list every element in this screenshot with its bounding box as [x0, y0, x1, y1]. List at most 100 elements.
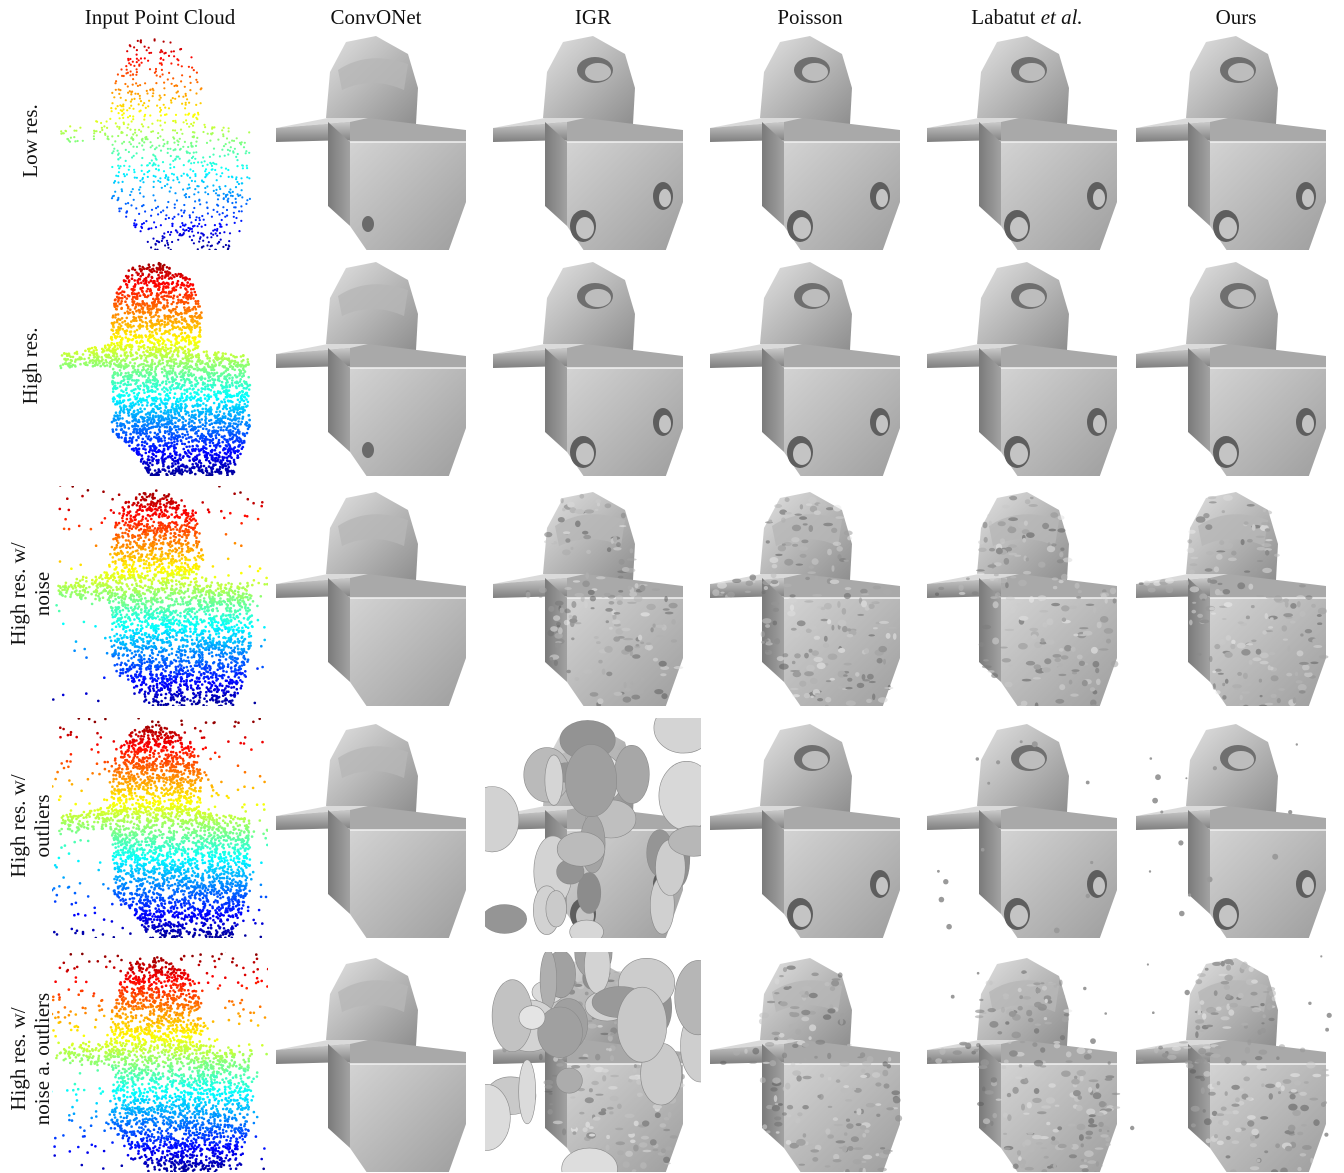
mesh-reconstruction-image	[702, 718, 918, 938]
mesh-render	[276, 492, 466, 706]
mesh-render	[1136, 724, 1326, 938]
render-canvas	[52, 952, 268, 1172]
mesh-render	[710, 958, 903, 1172]
mesh-reconstruction-image	[919, 486, 1135, 706]
mesh-reconstruction-image	[268, 256, 484, 476]
render-canvas	[52, 486, 268, 706]
render-canvas	[60, 38, 251, 250]
mesh-render	[927, 36, 1117, 250]
render-canvas	[493, 262, 683, 476]
mesh-reconstruction-image	[485, 718, 701, 938]
render-canvas	[276, 492, 466, 706]
mesh-reconstruction-image	[268, 486, 484, 706]
column-header-igr: IGR	[574, 5, 612, 29]
mesh-render	[710, 724, 900, 938]
mesh-render	[493, 262, 683, 476]
point-cloud-image	[52, 486, 268, 706]
mesh-render	[710, 492, 900, 706]
mesh-render	[493, 36, 683, 250]
render-canvas	[927, 958, 1121, 1172]
mesh-reconstruction-image	[702, 486, 918, 706]
render-canvas	[710, 958, 903, 1172]
mesh-render	[276, 36, 466, 250]
mesh-reconstruction-image	[919, 256, 1135, 476]
point-cloud-render	[59, 261, 252, 476]
render-canvas	[927, 262, 1117, 476]
mesh-render	[276, 724, 466, 938]
mesh-reconstruction-image	[1128, 952, 1344, 1172]
render-canvas	[710, 262, 900, 476]
mesh-render	[927, 262, 1117, 476]
column-header-input-point-cloud: Input Point Cloud	[84, 5, 236, 29]
mesh-reconstruction-image	[702, 952, 918, 1172]
point-cloud-image	[52, 718, 268, 938]
mesh-render	[927, 492, 1119, 706]
mesh-render	[710, 36, 900, 250]
mesh-render	[927, 958, 1121, 1172]
column-header-poisson: Poisson	[777, 5, 843, 29]
mesh-render	[276, 262, 466, 476]
point-cloud-render	[52, 952, 268, 1172]
render-canvas	[493, 36, 683, 250]
mesh-render	[485, 718, 701, 938]
mesh-render	[276, 958, 466, 1172]
mesh-reconstruction-image	[268, 718, 484, 938]
mesh-render	[1136, 262, 1326, 476]
mesh-reconstruction-image	[919, 952, 1135, 1172]
mesh-reconstruction-image	[485, 952, 701, 1172]
mesh-render	[927, 724, 1117, 938]
mesh-render	[710, 262, 900, 476]
point-cloud-render	[60, 38, 251, 250]
row-label-high-res-noise: High res. w/noise	[6, 542, 54, 646]
mesh-reconstruction-image	[485, 256, 701, 476]
render-canvas	[1136, 36, 1326, 250]
render-canvas	[1130, 955, 1332, 1172]
mesh-render	[1130, 955, 1332, 1172]
render-canvas	[59, 261, 252, 476]
render-canvas	[276, 36, 466, 250]
render-canvas	[485, 952, 701, 1172]
row-label-high-res-noise-outliers: High res. w/noise a. outliers	[6, 992, 54, 1125]
mesh-reconstruction-image	[702, 256, 918, 476]
point-cloud-render	[52, 718, 268, 938]
render-canvas	[1136, 262, 1326, 476]
column-header-labatut: Labatut et al.	[971, 5, 1083, 29]
point-cloud-image	[52, 256, 268, 476]
mesh-reconstruction-image	[919, 30, 1135, 250]
mesh-render	[1136, 492, 1329, 706]
row-label-high-res-outliers: High res. w/outliers	[6, 774, 54, 878]
render-canvas	[927, 492, 1119, 706]
mesh-reconstruction-image	[1128, 30, 1344, 250]
render-canvas	[493, 492, 684, 706]
render-canvas	[927, 724, 1117, 938]
render-canvas	[276, 262, 466, 476]
mesh-render	[493, 492, 684, 706]
render-canvas	[710, 492, 900, 706]
mesh-reconstruction-image	[1128, 718, 1344, 938]
column-header-ours: Ours	[1215, 5, 1257, 29]
render-canvas	[1136, 492, 1329, 706]
column-header-convonet: ConvONet	[330, 5, 422, 29]
render-canvas	[52, 718, 268, 938]
render-canvas	[927, 36, 1117, 250]
mesh-render	[485, 952, 701, 1172]
point-cloud-render	[52, 486, 268, 706]
mesh-reconstruction-image	[485, 30, 701, 250]
render-canvas	[276, 724, 466, 938]
mesh-reconstruction-image	[919, 718, 1135, 938]
point-cloud-image	[52, 952, 268, 1172]
row-label-high-res: High res.	[18, 327, 42, 405]
mesh-reconstruction-image	[1128, 486, 1344, 706]
render-canvas	[276, 958, 466, 1172]
render-canvas	[1136, 724, 1326, 938]
mesh-reconstruction-image	[702, 30, 918, 250]
mesh-reconstruction-image	[1128, 256, 1344, 476]
render-canvas	[710, 36, 900, 250]
render-canvas	[710, 724, 900, 938]
mesh-reconstruction-image	[485, 486, 701, 706]
render-canvas	[485, 718, 701, 938]
row-label-low-res: Low res.	[18, 104, 42, 178]
mesh-render	[1136, 36, 1326, 250]
point-cloud-image	[52, 30, 268, 250]
